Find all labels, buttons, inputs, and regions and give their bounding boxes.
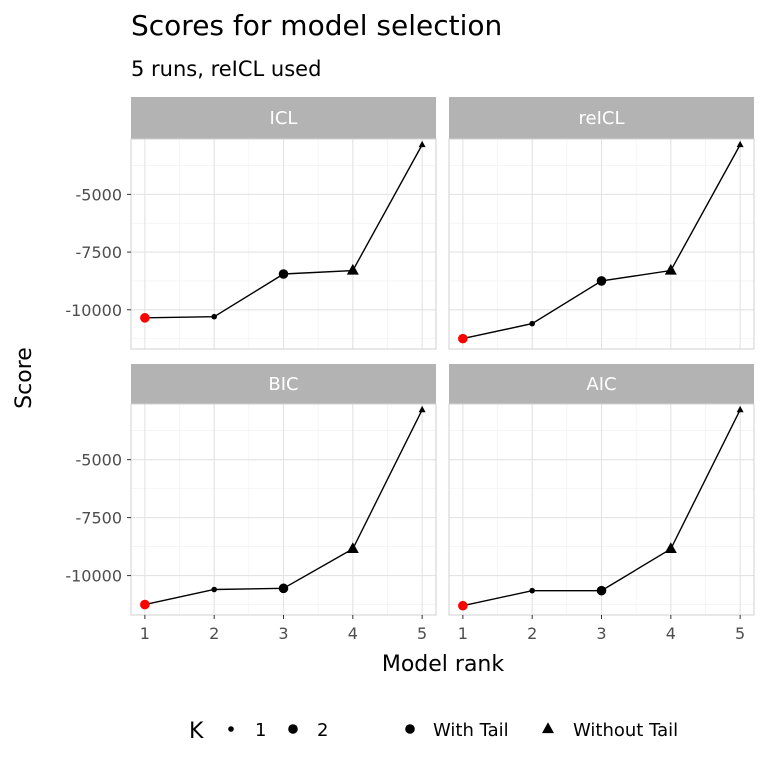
panel-border bbox=[130, 138, 437, 350]
data-point bbox=[736, 405, 744, 413]
facet-strip bbox=[449, 97, 754, 139]
y-axis-title: Score bbox=[12, 347, 37, 409]
facet-strip bbox=[131, 97, 436, 139]
x-tick-label: 5 bbox=[735, 624, 745, 643]
facet-panel-aic: AIC bbox=[448, 364, 755, 616]
facet-strip-label: BIC bbox=[268, 374, 298, 395]
facet-panels: ICL reICL BIC AIC bbox=[130, 97, 755, 616]
facet-panel-reicl: reICL bbox=[448, 97, 755, 350]
facet-strip-label: ICL bbox=[270, 108, 298, 129]
x-tick-label: 1 bbox=[140, 624, 150, 643]
chart-title: Scores for model selection bbox=[131, 9, 502, 42]
data-point bbox=[211, 313, 217, 320]
panel-border bbox=[448, 138, 755, 350]
legend-without-tail-icon bbox=[542, 722, 554, 734]
facet-panel-bic: BIC bbox=[130, 364, 437, 616]
data-point bbox=[140, 599, 150, 610]
y-tick-label: -5000 bbox=[76, 185, 123, 204]
facet-strip-label: reICL bbox=[579, 108, 625, 129]
x-tick-label: 3 bbox=[596, 624, 606, 643]
legend-k1-icon bbox=[228, 726, 234, 732]
x-tick-label: 3 bbox=[278, 624, 288, 643]
x-axis-title: Model rank bbox=[382, 652, 505, 677]
data-point bbox=[346, 263, 359, 275]
data-point bbox=[529, 587, 535, 594]
x-tick-label: 2 bbox=[527, 624, 537, 643]
data-point bbox=[418, 405, 426, 413]
y-tick-label: -5000 bbox=[76, 451, 123, 470]
x-tick-label: 2 bbox=[209, 624, 219, 643]
legend-k2-icon bbox=[288, 724, 298, 734]
legend-k1-label: 1 bbox=[255, 720, 266, 741]
data-point bbox=[458, 333, 468, 344]
y-tick-label: -7500 bbox=[76, 243, 123, 262]
data-point bbox=[529, 320, 535, 327]
chart-subtitle: 5 runs, reICL used bbox=[131, 57, 321, 81]
x-tick-label: 1 bbox=[458, 624, 468, 643]
facet-strip bbox=[449, 364, 754, 404]
y-tick-label: -10000 bbox=[65, 567, 122, 586]
y-tick-label: -7500 bbox=[76, 509, 123, 528]
legend-k-title: K bbox=[189, 719, 204, 744]
data-point bbox=[278, 583, 289, 594]
data-point bbox=[596, 585, 607, 596]
y-axis-tick-labels: -10000 -7500 -5000 -10000 -7500 -5000 bbox=[65, 185, 131, 586]
data-point bbox=[664, 542, 677, 554]
data-point bbox=[278, 269, 289, 279]
facet-strip bbox=[131, 364, 436, 404]
data-point bbox=[458, 600, 468, 611]
x-tick-label: 5 bbox=[417, 624, 427, 643]
legend-with-tail-icon bbox=[405, 724, 415, 734]
data-point bbox=[211, 586, 217, 593]
legend-with-tail-label: With Tail bbox=[433, 720, 509, 741]
legend-k2-label: 2 bbox=[317, 720, 328, 741]
facet-panel-icl: ICL bbox=[130, 97, 437, 350]
data-point bbox=[140, 313, 150, 323]
data-point bbox=[346, 542, 359, 554]
data-point bbox=[418, 140, 426, 148]
data-point bbox=[596, 276, 607, 286]
data-point bbox=[736, 140, 744, 148]
facet-strip-label: AIC bbox=[586, 374, 616, 395]
x-tick-label: 4 bbox=[348, 624, 358, 643]
y-tick-label: -10000 bbox=[65, 301, 122, 320]
x-tick-label: 4 bbox=[666, 624, 676, 643]
legend-without-tail-label: Without Tail bbox=[573, 720, 678, 741]
legend: K 1 2 With Tail Without Tail bbox=[189, 719, 678, 744]
data-point bbox=[664, 263, 677, 275]
x-axis-tick-labels: 1 2 3 4 5 1 2 3 4 5 bbox=[140, 615, 745, 643]
